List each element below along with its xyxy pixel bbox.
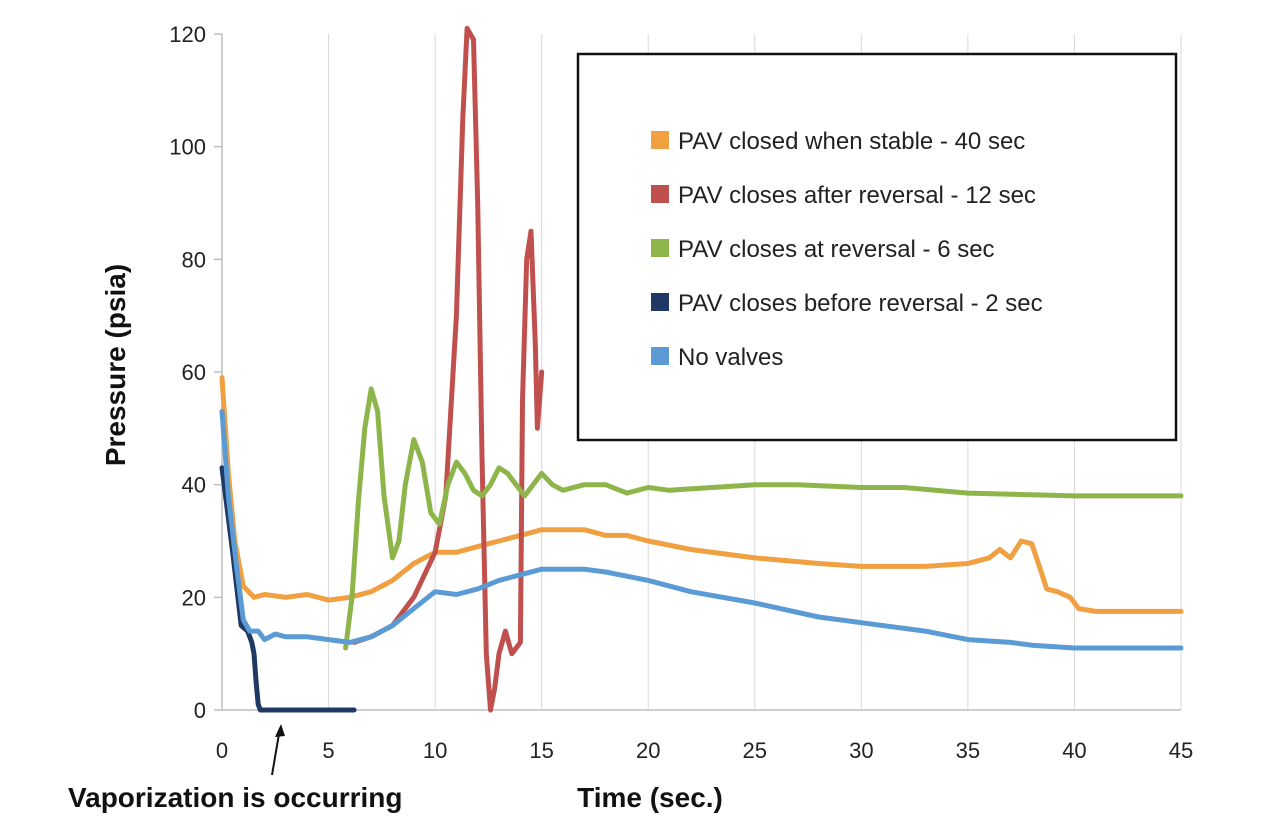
y-tick-label: 20: [182, 585, 206, 610]
x-tick-label: 15: [529, 738, 553, 763]
series-lines: [219, 25, 1184, 713]
series-line-5: [219, 408, 1184, 651]
y-tick-label: 60: [182, 360, 206, 385]
x-tick-label: 20: [636, 738, 660, 763]
x-tick-label: 5: [322, 738, 334, 763]
x-tick-label: 10: [423, 738, 447, 763]
legend-label: PAV closes before reversal - 2 sec: [678, 290, 1043, 317]
legend-swatch: [651, 347, 669, 365]
x-tick-label: 25: [743, 738, 767, 763]
y-tick-label: 120: [169, 22, 206, 47]
legend-swatch: [651, 293, 669, 311]
legend-label: PAV closes at reversal - 6 sec: [678, 236, 995, 263]
x-tick-label: 35: [956, 738, 980, 763]
legend-label: PAV closes after reversal - 12 sec: [678, 182, 1036, 209]
x-tick-label: 30: [849, 738, 873, 763]
series-line-1: [219, 375, 1184, 614]
legend-swatch: [651, 185, 669, 203]
series-line-4: [219, 465, 357, 713]
legend-label: No valves: [678, 344, 783, 371]
x-tick-label: 40: [1062, 738, 1086, 763]
y-tick-label: 0: [194, 698, 206, 723]
x-tick-label: 0: [216, 738, 228, 763]
legend-swatch: [651, 239, 669, 257]
series-line-3: [343, 386, 1184, 651]
annotation-arrowhead: [275, 724, 285, 737]
vaporization-annotation: Vaporization is occurring: [68, 724, 403, 813]
legend: PAV closed when stable - 40 sec PAV close…: [576, 52, 1178, 442]
y-tick-label: 100: [169, 135, 206, 160]
legend-label: PAV closed when stable - 40 sec: [678, 128, 1025, 155]
x-tick-label: 45: [1169, 738, 1193, 763]
y-axis-title: Pressure (psia): [100, 264, 131, 466]
y-tick-label: 40: [182, 473, 206, 498]
legend-box: [576, 52, 1178, 442]
y-tick-label: 80: [182, 247, 206, 272]
legend-swatch: [651, 131, 669, 149]
x-axis-title: Time (sec.): [577, 782, 723, 813]
series-line-2: [351, 25, 545, 713]
axes: 0 5 10 15 20 25 30 35 40 45 0 20 40 60 80 100 120: [169, 22, 1193, 763]
annotation-text: Vaporization is occurring: [68, 782, 403, 813]
